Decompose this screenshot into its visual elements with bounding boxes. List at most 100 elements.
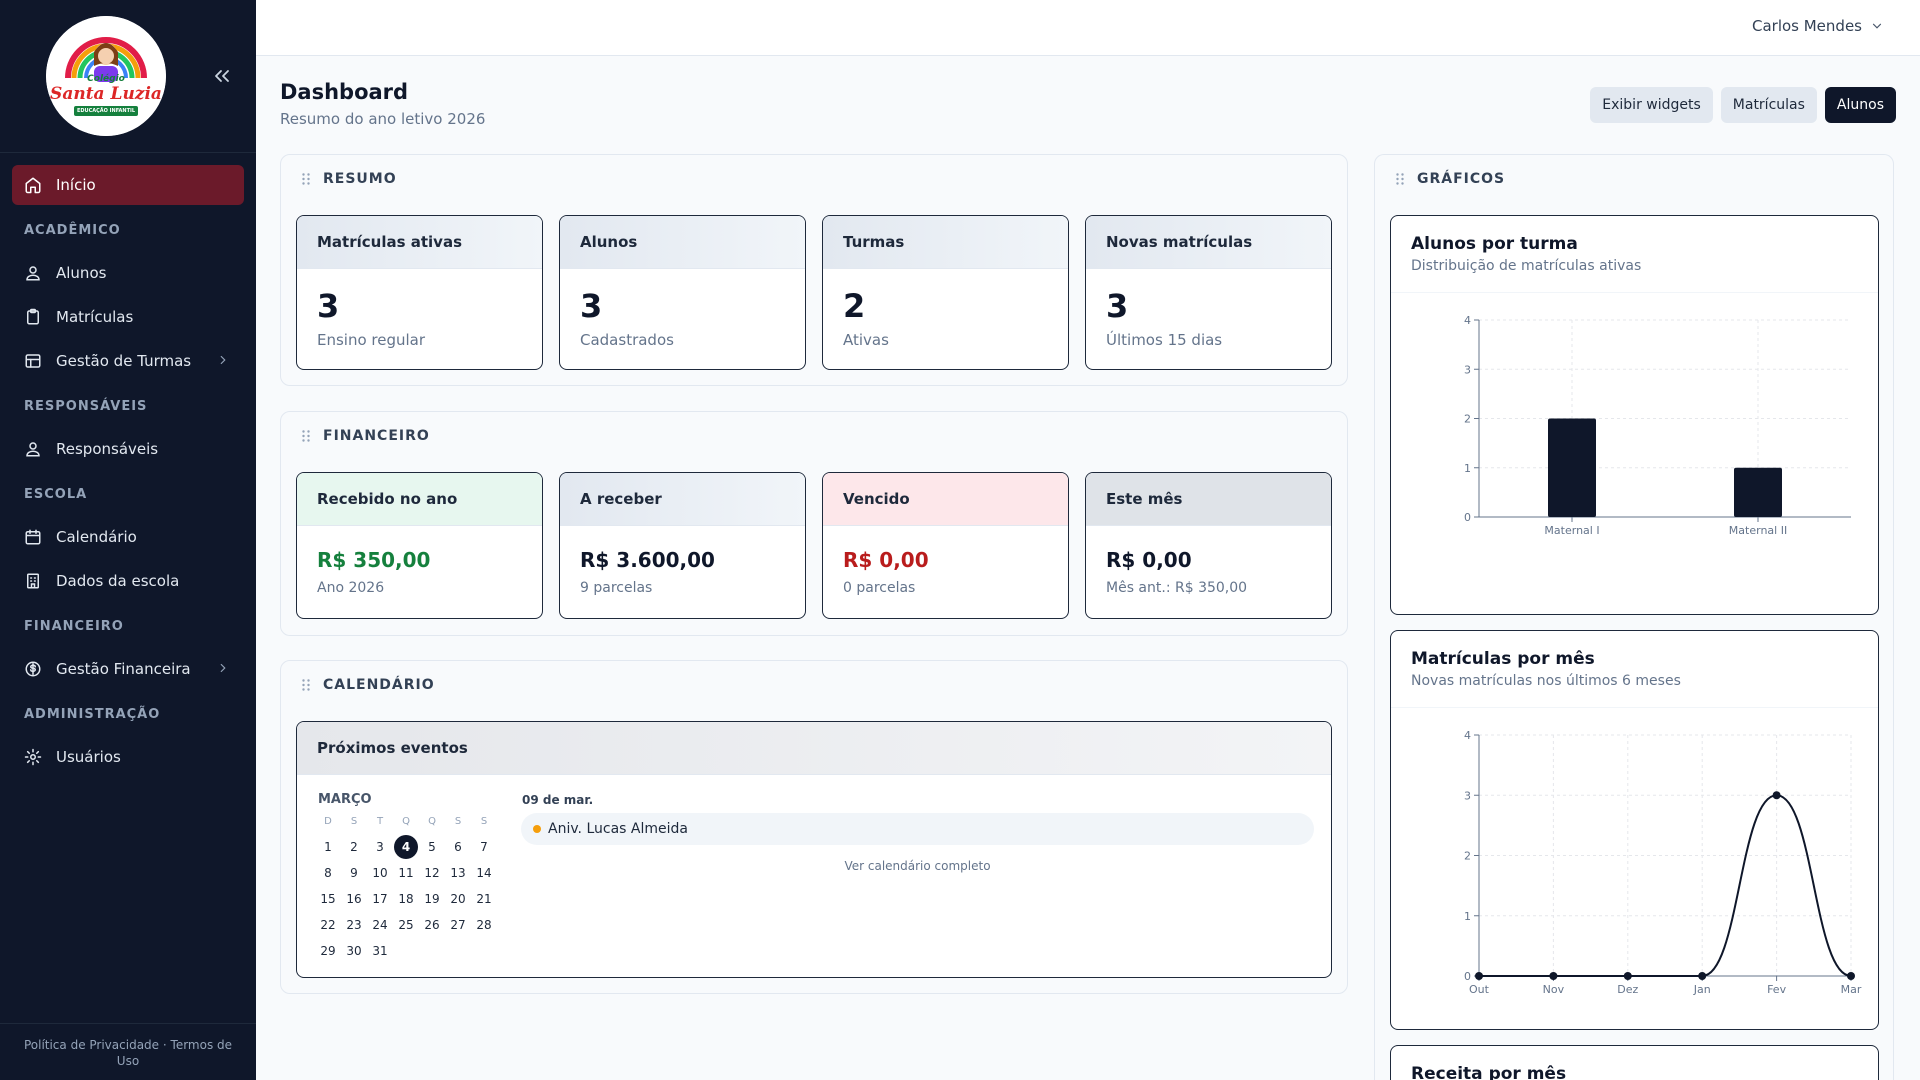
calendar-day[interactable]: 23 xyxy=(346,918,362,932)
sidebar-item-label: Dados da escola xyxy=(56,572,180,590)
calendar-day[interactable]: 15 xyxy=(320,892,336,906)
sidebar-section-administracao: ADMINISTRAÇÃO xyxy=(24,707,161,722)
calendar-day[interactable]: 11 xyxy=(398,866,414,880)
chart-title: Receita por mês xyxy=(1411,1064,1567,1080)
fin-card-recebido[interactable]: Recebido no ano R$ 350,00 Ano 2026 xyxy=(296,472,543,619)
y-tick-label: 4 xyxy=(1464,729,1471,742)
calendar-day[interactable]: 17 xyxy=(372,892,388,906)
calendar-day[interactable]: 18 xyxy=(398,892,414,906)
sidebar-item-matriculas[interactable]: Matrículas xyxy=(12,297,244,337)
logo-ribbon xyxy=(74,106,138,116)
fin-card-este-mes[interactable]: Este mês R$ 0,00 Mês ant.: R$ 350,00 xyxy=(1085,472,1332,619)
sidebar-item-inicio[interactable]: Início xyxy=(12,165,244,205)
user-name: Carlos Mendes xyxy=(1751,17,1862,35)
sidebar-item-turmas[interactable]: Gestão de Turmas xyxy=(12,341,244,381)
user-menu[interactable]: Carlos Mendes xyxy=(1752,17,1884,35)
data-point xyxy=(1698,972,1707,980)
fin-card-value: R$ 3.600,00 xyxy=(580,548,715,572)
weekday-label: Q xyxy=(402,816,410,827)
stat-card-turmas[interactable]: Turmas 2 Ativas xyxy=(822,215,1069,370)
calendar-day[interactable]: 30 xyxy=(346,944,362,958)
calendar-day[interactable]: 19 xyxy=(424,892,440,906)
drag-handle-icon[interactable] xyxy=(301,678,311,692)
logo-text-tagline: EDUCAÇÃO INFANTIL xyxy=(76,108,136,114)
calendar-day[interactable]: 21 xyxy=(476,892,492,906)
fin-card-a-receber[interactable]: A receber R$ 3.600,00 9 parcelas xyxy=(559,472,806,619)
terms-link[interactable]: Termos de Uso xyxy=(116,1038,233,1068)
calendar-day[interactable]: 31 xyxy=(372,944,388,958)
stat-card-matriculas-ativas[interactable]: Matrículas ativas 3 Ensino regular xyxy=(296,215,543,370)
fin-card-vencido[interactable]: Vencido R$ 0,00 0 parcelas xyxy=(822,472,1069,619)
show-widgets-button[interactable]: Exibir widgets xyxy=(1590,87,1713,123)
privacy-link[interactable]: Política de Privacidade xyxy=(23,1038,160,1052)
matriculas-button[interactable]: Matrículas xyxy=(1720,87,1817,123)
stat-card-label: Alunos xyxy=(560,216,805,269)
drag-handle-icon[interactable] xyxy=(301,172,311,186)
y-tick-label: 0 xyxy=(1464,970,1471,983)
calendar-day[interactable]: 27 xyxy=(450,918,466,932)
alunos-button[interactable]: Alunos xyxy=(1824,87,1896,123)
sidebar-item-responsaveis[interactable]: Responsáveis xyxy=(12,429,244,469)
x-tick-label: Fev xyxy=(1767,983,1786,996)
calendar-day[interactable]: 2 xyxy=(350,840,358,854)
school-logo[interactable]: Colégio Santa Luzia EDUCAÇÃO INFANTIL xyxy=(46,16,166,136)
calendar-day[interactable]: 28 xyxy=(476,918,492,932)
calendar-day[interactable]: 12 xyxy=(424,866,440,880)
x-tick-label: Maternal II xyxy=(1729,524,1787,537)
stat-card-novas-matriculas[interactable]: Novas matrículas 3 Últimos 15 dias xyxy=(1085,215,1332,370)
x-tick-label: Mar xyxy=(1841,983,1862,996)
calendar-day[interactable]: 7 xyxy=(480,840,488,854)
weekday-label: Q xyxy=(428,816,436,827)
fin-card-sub: Mês ant.: R$ 350,00 xyxy=(1106,580,1248,596)
sidebar-item-usuarios[interactable]: Usuários xyxy=(12,737,244,777)
sidebar-section-responsaveis: RESPONSÁVEIS xyxy=(24,399,148,414)
calendar-day[interactable]: 13 xyxy=(450,866,466,880)
data-point xyxy=(1549,972,1558,980)
calendar-day[interactable]: 1 xyxy=(324,840,332,854)
calendar-day[interactable]: 24 xyxy=(372,918,388,932)
footer-separator: · xyxy=(162,1038,167,1052)
resumo-title: RESUMO xyxy=(323,171,397,187)
calendar-day[interactable]: 8 xyxy=(324,866,332,880)
fin-card-label: A receber xyxy=(560,473,805,526)
graficos-title: GRÁFICOS xyxy=(1417,171,1506,187)
stat-card-alunos[interactable]: Alunos 3 Cadastrados xyxy=(559,215,806,370)
sidebar-item-label: Gestão Financeira xyxy=(56,660,191,678)
page-subtitle: Resumo do ano letivo 2026 xyxy=(280,110,486,128)
drag-handle-icon[interactable] xyxy=(301,429,311,443)
calendar-day-today[interactable]: 4 xyxy=(393,834,419,860)
calendar-day[interactable]: 20 xyxy=(450,892,466,906)
calendar-day[interactable]: 22 xyxy=(320,918,336,932)
stat-card-sub: Ensino regular xyxy=(317,331,426,349)
drag-handle-icon[interactable] xyxy=(1395,172,1405,186)
calendar-day[interactable]: 9 xyxy=(350,866,358,880)
collapse-sidebar-icon[interactable] xyxy=(210,64,234,88)
building-icon xyxy=(24,572,42,590)
full-calendar-link[interactable]: Ver calendário completo xyxy=(844,859,991,873)
event-item[interactable]: Aniv. Lucas Almeida xyxy=(521,813,1314,845)
user-group-icon xyxy=(24,440,42,458)
y-tick-label: 1 xyxy=(1464,910,1471,923)
clipboard-icon xyxy=(24,308,42,326)
calendar-day[interactable]: 29 xyxy=(320,944,336,958)
dollar-circle-icon xyxy=(24,660,42,678)
calendar-day[interactable]: 5 xyxy=(428,840,436,854)
calendar-day[interactable]: 6 xyxy=(454,840,462,854)
sidebar-item-gestao-financeira[interactable]: Gestão Financeira xyxy=(12,649,244,689)
chart-title: Alunos por turma xyxy=(1411,234,1578,254)
series-line xyxy=(1478,794,1852,977)
calendar-day[interactable]: 3 xyxy=(376,840,384,854)
sidebar-item-alunos[interactable]: Alunos xyxy=(12,253,244,293)
calendario-header: CALENDÁRIO xyxy=(301,677,435,693)
calendar-day[interactable]: 10 xyxy=(372,866,388,880)
sidebar-item-dados-escola[interactable]: Dados da escola xyxy=(12,561,244,601)
calendar-day[interactable]: 16 xyxy=(346,892,362,906)
grid-icon xyxy=(24,352,42,370)
stat-card-label: Turmas xyxy=(823,216,1068,269)
calendar-day[interactable]: 14 xyxy=(476,866,492,880)
calendar-day[interactable]: 26 xyxy=(424,918,440,932)
event-title: Aniv. Lucas Almeida xyxy=(548,821,688,837)
sidebar-item-calendario[interactable]: Calendário xyxy=(12,517,244,557)
calendar-day[interactable]: 25 xyxy=(398,918,414,932)
stat-card-value: 3 xyxy=(1106,287,1129,325)
